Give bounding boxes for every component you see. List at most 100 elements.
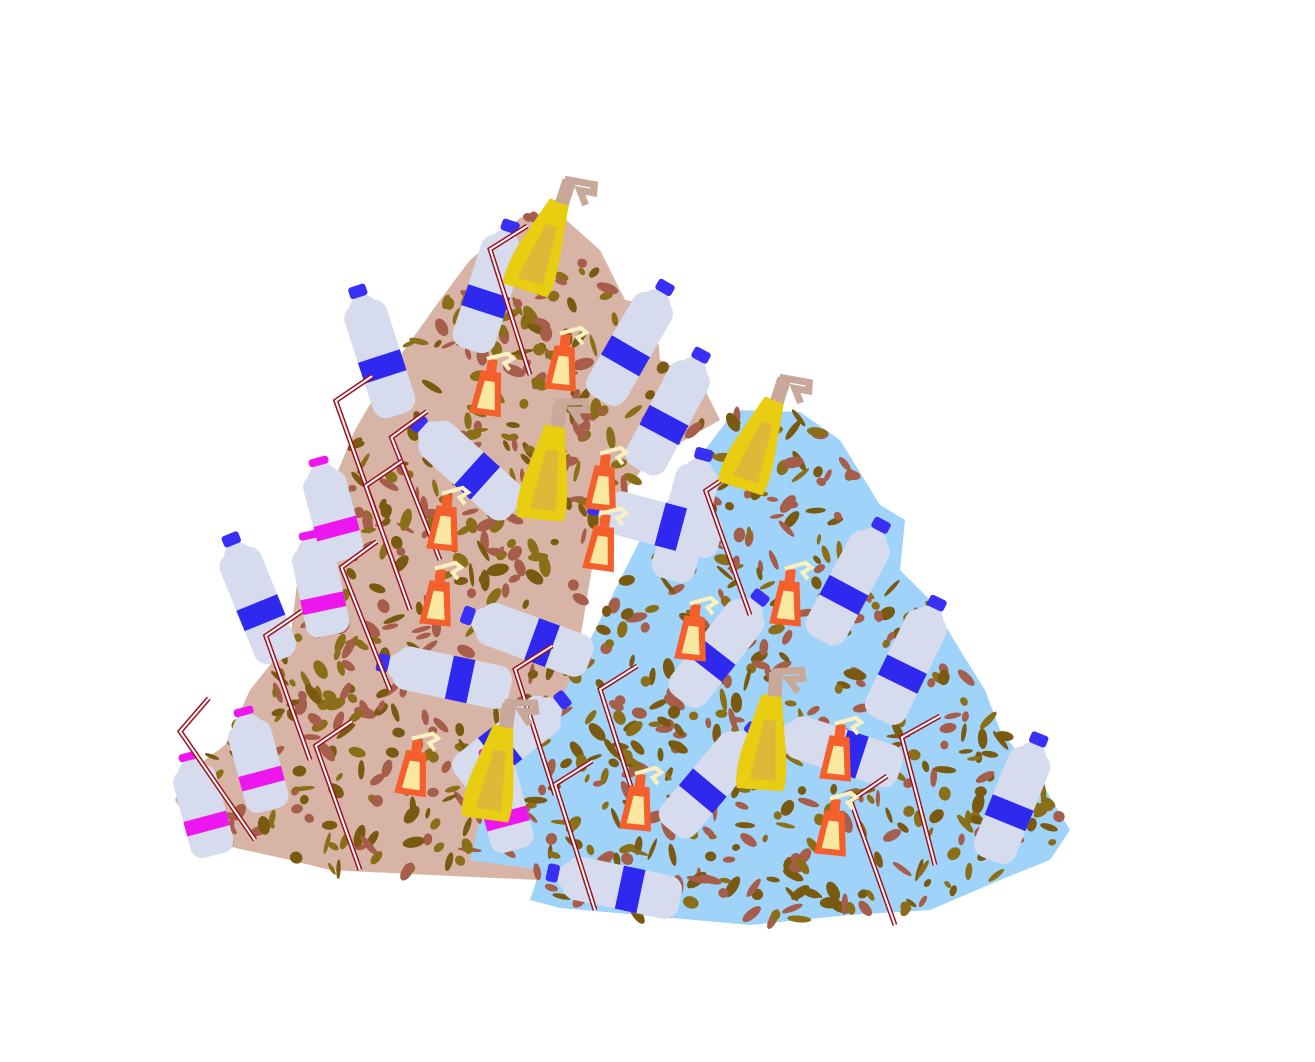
debris-speckle [402,836,425,848]
debris-speckle [662,658,675,680]
debris-speckle [1033,807,1048,818]
debris-speckle [746,878,761,897]
debris-speckle [586,844,595,856]
debris-speckle [328,862,336,875]
debris-speckle [830,783,838,795]
debris-speckle [782,456,804,469]
debris-speckle [1040,823,1058,832]
debris-speckle [351,471,365,487]
debris-speckle [469,428,489,433]
debris-speckle [547,851,561,859]
debris-speckle [838,456,851,471]
debris-speckle [833,511,842,521]
debris-speckle [577,258,588,268]
debris-speckle [807,706,820,716]
debris-speckle [621,852,634,865]
debris-speckle [293,633,303,642]
debris-speckle [400,508,412,531]
debris-speckle [624,405,643,419]
debris-speckle [719,877,732,884]
debris-speckle [775,822,796,829]
debris-speckle [335,772,343,781]
debris-speckle [1048,839,1057,846]
debris-speckle [555,278,567,286]
debris-speckle [731,716,745,723]
debris-speckle [497,546,505,555]
debris-speckle [723,674,732,689]
debris-speckle [503,440,510,452]
debris-speckle [791,409,806,427]
debris-speckle [592,780,604,787]
debris-speckle [584,774,590,783]
debris-speckle [645,390,655,400]
debris-speckle [461,838,473,854]
debris-speckle [975,771,995,783]
debris-speckle [435,318,449,337]
debris-speckle [971,793,985,815]
debris-speckle [960,723,967,742]
debris-speckle [783,511,800,529]
debris-speckle [811,576,822,590]
debris-speckle [667,705,681,719]
debris-speckle [608,758,619,768]
debris-speckle [930,767,938,787]
debris-speckle [778,520,795,537]
debris-speckle [960,697,968,706]
debris-speckle [289,851,303,864]
debris-speckle [649,699,668,710]
debris-speckle [578,267,586,276]
debris-speckle [967,756,983,761]
debris-speckle [743,668,751,691]
debris-speckle [834,683,843,694]
debris-speckle [506,538,517,549]
debris-speckle [381,623,399,630]
debris-speckle [947,847,961,860]
debris-speckle [533,863,542,881]
debris-speckle [933,766,957,774]
debris-speckle [390,703,400,722]
debris-speckle [596,408,607,415]
debris-speckle [816,477,827,487]
debris-speckle [886,632,895,642]
debris-speckle [845,470,861,480]
debris-speckle [640,622,650,633]
debris-speckle [257,816,271,835]
debris-speckle [785,887,799,902]
debris-speckle [385,470,398,483]
debris-speckle [334,633,346,653]
debris-speckle [336,723,356,739]
debris-speckle [762,834,768,843]
debris-speckle [892,861,912,877]
debris-speckle [733,527,746,543]
debris-speckle [629,757,645,774]
debris-speckle [602,605,612,617]
debris-speckle [866,794,875,804]
debris-speckle [602,801,609,810]
debris-speckle [522,599,530,609]
debris-speckle [545,833,558,845]
debris-speckle [455,722,465,737]
debris-speckle [674,723,685,737]
debris-speckle [538,784,547,796]
debris-speckle [370,773,385,786]
debris-speckle [578,503,588,517]
debris-speckle [346,567,357,580]
debris-speckle [826,881,841,901]
debris-speckle [376,688,389,699]
debris-speckle [843,668,867,681]
debris-speckle [883,828,901,842]
debris-speckle [645,604,660,613]
debris-speckle [977,728,988,749]
debris-speckle [993,730,1009,750]
debris-speckle [614,695,626,706]
debris-speckle [611,312,619,327]
debris-speckle [525,569,544,585]
debris-speckle [369,583,386,594]
debris-speckle [391,535,403,550]
debris-speckle [699,874,722,885]
debris-speckle [875,790,880,807]
debris-speckle [476,540,490,562]
debris-speckle [313,660,328,679]
debris-speckle [917,860,929,879]
debris-speckle [730,692,743,713]
